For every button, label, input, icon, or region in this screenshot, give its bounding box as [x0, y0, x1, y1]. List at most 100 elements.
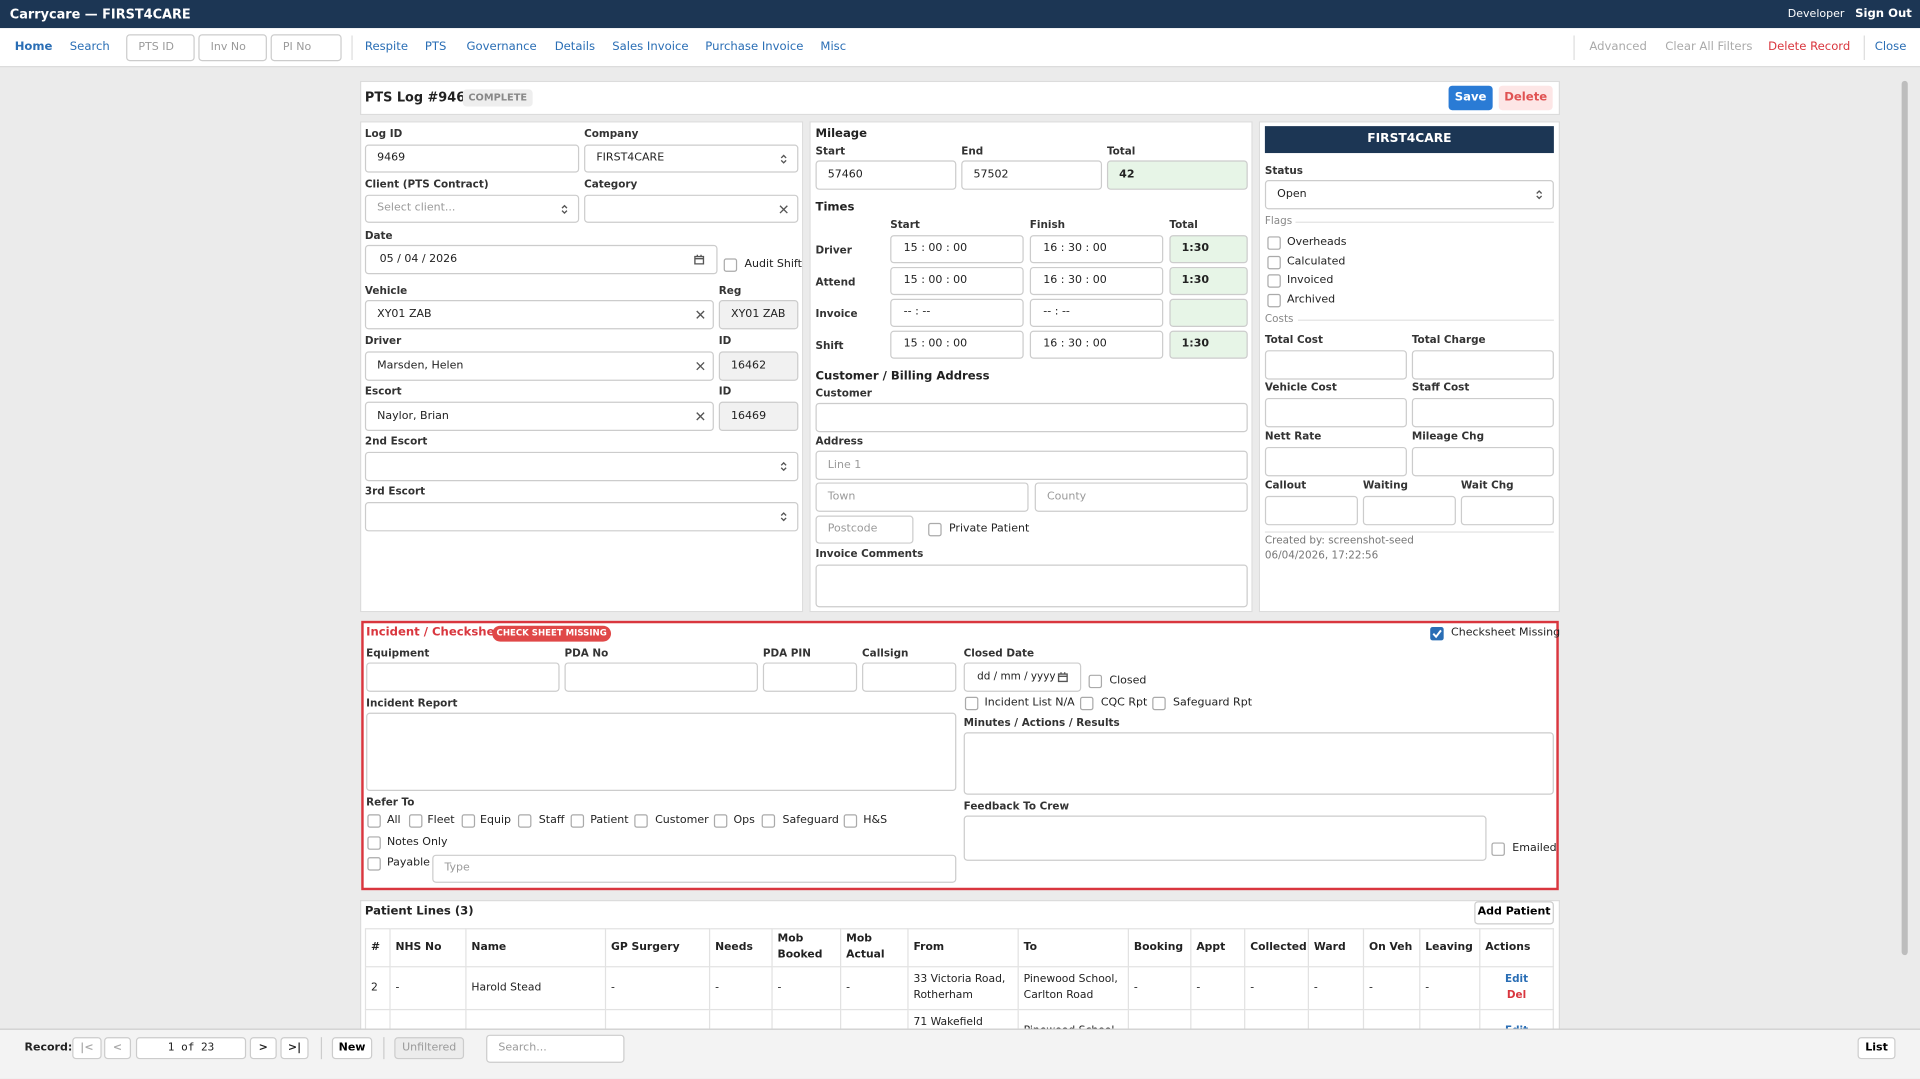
- callsign-input[interactable]: [862, 662, 957, 692]
- cost-input[interactable]: [1411, 397, 1554, 428]
- address-line1-input[interactable]: Line 1: [815, 450, 1248, 481]
- incident-report-textarea[interactable]: [366, 712, 957, 792]
- flag-checkbox[interactable]: [1267, 273, 1281, 288]
- report-checkbox[interactable]: [964, 696, 979, 710]
- cost-input[interactable]: [1411, 446, 1554, 477]
- flag-checkbox[interactable]: [1267, 255, 1281, 269]
- reg-input[interactable]: XY01 ZAB: [718, 300, 799, 330]
- nav-home[interactable]: Home: [14, 40, 53, 54]
- audit-shift-checkbox[interactable]: [723, 257, 738, 272]
- unfiltered-button[interactable]: Unfiltered: [394, 1037, 465, 1060]
- flag-checkbox[interactable]: [1267, 235, 1281, 250]
- escort3-select[interactable]: [364, 502, 799, 532]
- log-id-input[interactable]: 9469: [364, 144, 580, 173]
- pi-no-input[interactable]: PI No: [270, 34, 342, 62]
- time-finish-input[interactable]: 16 : 30 : 00: [1029, 330, 1164, 359]
- report-checkbox[interactable]: [1080, 696, 1094, 710]
- nav-tab[interactable]: Governance: [466, 40, 537, 54]
- nav-delete-record[interactable]: Delete Record: [1768, 40, 1851, 54]
- record-position-input[interactable]: 1 of 23: [135, 1037, 247, 1060]
- vehicle-input[interactable]: XY01 ZAB: [364, 300, 714, 330]
- nav-tab[interactable]: Respite: [364, 40, 409, 54]
- time-start-input[interactable]: 15 : 00 : 00: [890, 330, 1024, 359]
- refer-to-checkbox[interactable]: [761, 813, 776, 828]
- nav-tab[interactable]: Misc: [820, 40, 847, 54]
- delete-button[interactable]: Delete: [1498, 85, 1553, 111]
- postcode-input[interactable]: Postcode: [815, 515, 914, 544]
- category-input[interactable]: [584, 194, 799, 223]
- company-select[interactable]: FIRST4CARE: [584, 144, 799, 173]
- nav-tab[interactable]: PTS: [424, 40, 447, 54]
- client-select[interactable]: Select client...: [364, 194, 580, 223]
- cost-input[interactable]: [1411, 350, 1554, 380]
- cost-input[interactable]: [1362, 495, 1456, 526]
- time-start-input[interactable]: 15 : 00 : 00: [890, 266, 1024, 296]
- time-finish-input[interactable]: 16 : 30 : 00: [1029, 235, 1164, 264]
- nav-button[interactable]: <: [104, 1037, 132, 1060]
- mileage-total-input[interactable]: 42: [1106, 160, 1248, 190]
- inv-no-input[interactable]: Inv No: [198, 34, 267, 62]
- closed-date-input[interactable]: dd / mm / yyyy: [963, 662, 1082, 692]
- nav-button[interactable]: >: [249, 1037, 277, 1060]
- refer-to-checkbox[interactable]: [367, 813, 381, 828]
- escort_id-input[interactable]: 16469: [718, 401, 799, 432]
- time-total-input[interactable]: 1:30: [1169, 235, 1248, 264]
- save-button[interactable]: Save: [1448, 85, 1493, 111]
- time-total-input[interactable]: [1169, 298, 1248, 327]
- invoice-comments-textarea[interactable]: [815, 564, 1248, 608]
- refer-to-checkbox[interactable]: [461, 813, 476, 828]
- equipment-input[interactable]: [366, 662, 560, 692]
- time-finish-input[interactable]: 16 : 30 : 00: [1029, 266, 1164, 296]
- cost-input[interactable]: [1264, 350, 1407, 380]
- nav-button[interactable]: >|: [280, 1037, 309, 1060]
- mileage-start-input[interactable]: 57460: [815, 160, 957, 190]
- row-action[interactable]: Edit: [1504, 973, 1529, 986]
- report-checkbox[interactable]: [1152, 696, 1166, 710]
- county-input[interactable]: County: [1034, 482, 1248, 512]
- payable-checkbox[interactable]: [367, 856, 381, 871]
- cost-input[interactable]: [1460, 495, 1554, 526]
- escort2-select[interactable]: [364, 451, 799, 482]
- refer-to-checkbox[interactable]: [570, 813, 585, 828]
- minutes-textarea[interactable]: [963, 732, 1554, 795]
- sign-out[interactable]: Sign Out: [1855, 6, 1912, 21]
- time-total-input[interactable]: 1:30: [1169, 330, 1248, 359]
- time-total-input[interactable]: 1:30: [1169, 266, 1248, 296]
- town-input[interactable]: Town: [815, 482, 1029, 512]
- checksheet-missing-checkbox[interactable]: [1430, 626, 1444, 640]
- refer-to-checkbox[interactable]: [634, 813, 648, 828]
- new-button[interactable]: New: [331, 1037, 373, 1060]
- nav-search[interactable]: Search: [69, 40, 110, 54]
- status-select[interactable]: Open: [1264, 180, 1554, 210]
- emailed-checkbox[interactable]: [1491, 841, 1505, 856]
- add-patient-button[interactable]: Add Patient: [1474, 901, 1554, 925]
- mileage-end-input[interactable]: 57502: [961, 160, 1103, 190]
- refer-to-checkbox[interactable]: [517, 813, 532, 828]
- flag-checkbox[interactable]: [1267, 293, 1281, 307]
- pts-id-input[interactable]: PTS ID: [126, 34, 195, 62]
- cost-input[interactable]: [1264, 397, 1407, 428]
- pda-no-input[interactable]: [564, 662, 758, 692]
- nav-tab[interactable]: Sales Invoice: [612, 40, 689, 54]
- time-finish-input[interactable]: -- : --: [1029, 298, 1164, 327]
- list-button[interactable]: List: [1857, 1037, 1896, 1060]
- nav-button[interactable]: |<: [72, 1037, 102, 1060]
- nav-tab[interactable]: Purchase Invoice: [705, 40, 804, 54]
- nav-close[interactable]: Close: [1874, 40, 1907, 54]
- driver-input[interactable]: Marsden, Helen: [364, 351, 714, 381]
- customer-input[interactable]: [815, 402, 1248, 433]
- record-search-input[interactable]: Search...: [486, 1034, 625, 1063]
- row-action[interactable]: Del: [1506, 989, 1527, 1002]
- refer-to-checkbox[interactable]: [843, 813, 858, 828]
- cost-input[interactable]: [1264, 446, 1407, 477]
- date-input[interactable]: 05 / 04 / 2026: [364, 244, 718, 275]
- refer-to-checkbox[interactable]: [713, 813, 728, 828]
- nav-tab[interactable]: Details: [554, 40, 596, 54]
- time-start-input[interactable]: -- : --: [890, 298, 1024, 327]
- nav-clear-filters[interactable]: Clear All Filters: [1665, 40, 1753, 54]
- driver_id-input[interactable]: 16462: [718, 351, 799, 381]
- pda-pin-input[interactable]: [762, 662, 858, 692]
- escort-input[interactable]: Naylor, Brian: [364, 401, 714, 432]
- cost-input[interactable]: [1264, 495, 1358, 526]
- feedback-textarea[interactable]: [963, 815, 1487, 861]
